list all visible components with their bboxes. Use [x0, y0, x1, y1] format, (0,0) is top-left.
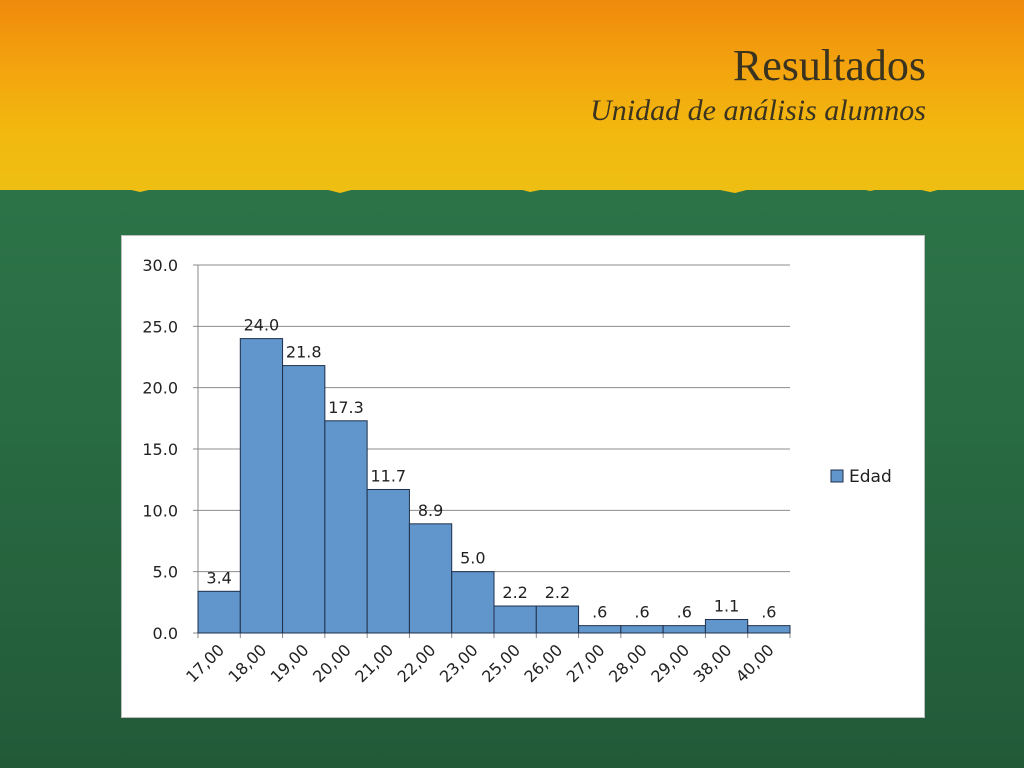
slide-title: Resultados	[732, 41, 926, 90]
legend-swatch	[830, 469, 844, 483]
y-tick-label: 20.0	[142, 379, 178, 398]
x-tick-label: 28,00	[605, 640, 651, 686]
legend-label: Edad	[849, 467, 892, 487]
x-tick-label: 27,00	[563, 640, 609, 686]
chart-panel: 3.4 24.0 21.8 17.3 11.7 8.9 5.0 2.2 2.2 .6 .6 .6 1.1…	[121, 235, 925, 718]
y-tick-label: 30.0	[142, 256, 178, 275]
bar	[747, 625, 791, 634]
bar	[324, 420, 368, 634]
x-tick-label: 18,00	[224, 640, 270, 686]
bar	[366, 488, 410, 634]
data-label: 2.2	[545, 583, 570, 602]
x-tick-label: 40,00	[732, 640, 778, 686]
bar	[535, 605, 580, 634]
x-tick-label: 21,00	[351, 640, 397, 686]
slide-subtitle: Unidad de análisis alumnos	[590, 94, 926, 127]
x-tick-label: 25,00	[478, 640, 524, 686]
data-label: 11.7	[370, 466, 406, 485]
x-tick-label: 23,00	[436, 640, 482, 686]
data-label: 5.0	[460, 549, 485, 568]
x-tick-label: 17,00	[182, 640, 228, 686]
bar	[239, 338, 284, 634]
x-tick-label: 22,00	[394, 640, 440, 686]
x-tick-label: 20,00	[309, 640, 355, 686]
bar	[578, 625, 622, 634]
bar-chart: 3.4 24.0 21.8 17.3 11.7 8.9 5.0 2.2 2.2 .6 .6 .6 1.1…	[142, 256, 892, 686]
y-tick-labels: 0.0 5.0 10.0 15.0 20.0 25.0 30.0	[142, 256, 178, 643]
x-tick-label: 26,00	[520, 640, 566, 686]
bar	[704, 619, 749, 634]
data-label: 1.1	[714, 597, 739, 616]
x-tick-label: 19,00	[267, 640, 313, 686]
header-band	[0, 0, 1024, 190]
x-tick-labels: 17,0018,0019,0020,0021,0022,0023,0025,00…	[182, 640, 778, 686]
y-tick-label: 5.0	[153, 563, 178, 582]
y-tick-label: 25.0	[142, 317, 178, 336]
header-torn-edge	[0, 172, 1024, 193]
data-label: .6	[592, 603, 607, 622]
x-tick-label: 38,00	[690, 640, 736, 686]
y-tick-label: 15.0	[142, 440, 178, 459]
y-tick-label: 0.0	[153, 624, 178, 643]
data-label: .6	[677, 603, 692, 622]
data-label: .6	[761, 603, 776, 622]
bars	[197, 338, 791, 634]
data-label: .6	[634, 603, 649, 622]
data-label: 3.4	[206, 568, 231, 587]
data-label: 8.9	[418, 501, 443, 520]
data-label: 2.2	[502, 583, 527, 602]
x-tick-label: 29,00	[647, 640, 693, 686]
data-label: 17.3	[328, 398, 364, 417]
data-labels: 3.4 24.0 21.8 17.3 11.7 8.9 5.0 2.2 2.2 .6 .6 .6 1.1…	[206, 316, 776, 622]
bar	[451, 571, 495, 634]
bar	[662, 625, 706, 634]
bar	[408, 523, 453, 634]
y-tick-label: 10.0	[142, 501, 178, 520]
bar	[620, 625, 664, 634]
data-label: 21.8	[286, 343, 322, 362]
legend: Edad	[830, 467, 892, 487]
bar	[282, 365, 326, 634]
bar	[493, 605, 537, 634]
bar	[197, 590, 241, 634]
data-label: 24.0	[244, 316, 280, 335]
